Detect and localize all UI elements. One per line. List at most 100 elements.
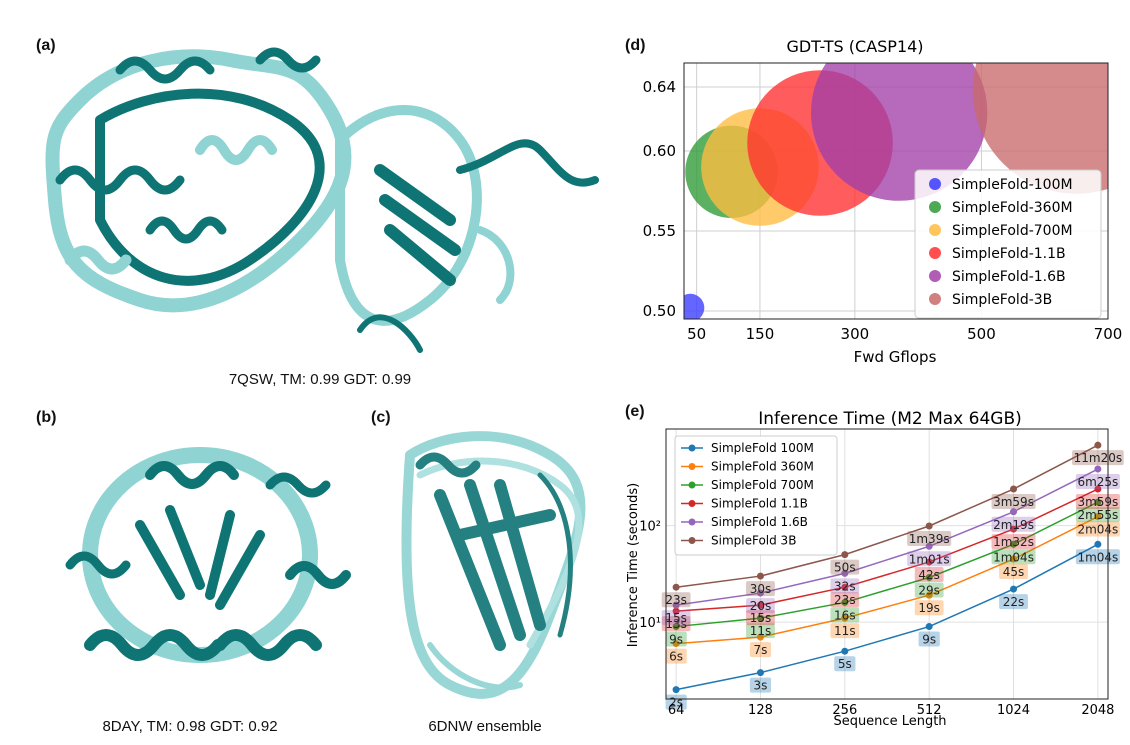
data-label: 30s xyxy=(750,582,772,596)
data-label-box xyxy=(746,610,775,626)
data-label: 23s xyxy=(834,593,856,607)
legend-box xyxy=(674,435,838,556)
data-label: 6s xyxy=(669,650,683,664)
data-label: 23s xyxy=(665,593,687,607)
data-label-box xyxy=(830,607,860,623)
data-label: 11s xyxy=(750,624,772,638)
series-point xyxy=(672,640,680,648)
data-label: 15s xyxy=(750,611,772,625)
x-tick-label: 700 xyxy=(1094,325,1123,343)
bubble-simplefold-1.6b xyxy=(810,63,988,201)
series-point xyxy=(925,573,933,581)
series-point xyxy=(1094,485,1102,493)
y-axis-label: Inference Time (seconds) xyxy=(626,483,641,647)
ticks: 50 150 300 500 700 0.50 0.55 0.60 0.64 xyxy=(643,78,1123,343)
series-point xyxy=(925,542,933,550)
legend-marker xyxy=(929,201,941,213)
data-label: 1m01s xyxy=(909,552,950,566)
legend-label: SimpleFold-360M xyxy=(952,200,1073,216)
chart-title: Inference Time (M2 Max 64GB) xyxy=(758,409,1021,429)
x-tick-label: 64 xyxy=(668,703,685,718)
series-line xyxy=(676,515,1099,645)
data-label: 1m39s xyxy=(909,532,950,546)
data-label: 6m25s xyxy=(1077,475,1118,489)
series-point xyxy=(1010,485,1018,493)
data-label-box xyxy=(665,694,687,710)
data-label: 42s xyxy=(918,568,940,582)
legend-label: SimpleFold 360M xyxy=(711,460,814,474)
legend-label: SimpleFold-3B xyxy=(952,292,1052,308)
series-line xyxy=(676,468,1099,606)
series-point xyxy=(1094,513,1102,521)
data-label: 2m55s xyxy=(1077,508,1118,522)
data-label: 50s xyxy=(834,561,856,575)
legend-label: SimpleFold 3B xyxy=(711,534,796,548)
series-point xyxy=(841,614,849,622)
legend-label: SimpleFold 1.6B xyxy=(711,515,808,529)
series-point xyxy=(1094,540,1102,548)
x-tick-label: 50 xyxy=(687,325,706,343)
data-label-box xyxy=(746,623,775,639)
panel-b-label: (b) xyxy=(36,409,57,426)
data-label-box xyxy=(918,631,940,647)
bubble-simplefold-3b xyxy=(972,63,1108,194)
panel-d-label: (d) xyxy=(625,37,646,54)
data-label-box xyxy=(665,631,687,647)
legend-marker xyxy=(688,537,696,544)
data-label-box xyxy=(746,598,775,614)
data-label-box xyxy=(999,564,1028,580)
ticks: 64 128 256 512 1024 2048 10¹ 10² xyxy=(639,520,1114,718)
legend-marker xyxy=(688,463,696,470)
data-label: 2m19s xyxy=(993,518,1034,532)
data-label: 9s xyxy=(669,633,683,647)
data-label-box xyxy=(1075,507,1120,523)
data-label-box xyxy=(991,494,1036,510)
data-label-box xyxy=(749,677,772,693)
series-line xyxy=(676,444,1099,588)
series-point xyxy=(672,623,680,631)
data-label-box xyxy=(914,566,944,582)
legend: SimpleFold 100M SimpleFold 360M SimpleFold… xyxy=(674,435,838,556)
data-label: 9s xyxy=(922,633,936,647)
legend-box xyxy=(914,169,1102,319)
series-point xyxy=(1010,525,1018,533)
series-point xyxy=(1010,555,1018,563)
chart-title: GDT-TS (CASP14) xyxy=(786,37,923,56)
data-label-box xyxy=(830,578,860,594)
plot-frame xyxy=(683,62,1109,320)
series-point xyxy=(1010,508,1018,516)
y-tick-label: 0.55 xyxy=(643,222,676,240)
data-label: 1m04s xyxy=(1077,550,1118,564)
bubbles xyxy=(684,63,1108,319)
series-point xyxy=(756,633,764,641)
protein-ensemble-6dnw xyxy=(401,431,586,699)
series-point xyxy=(756,601,764,609)
series-point xyxy=(672,601,680,609)
x-tick-label: 512 xyxy=(917,703,942,718)
series-point xyxy=(925,623,933,631)
data-label: 5s xyxy=(838,657,852,671)
data-label-box xyxy=(665,648,687,664)
series-point xyxy=(756,669,764,677)
data-label: 1m04s xyxy=(993,550,1034,564)
data-label-box xyxy=(830,592,860,608)
data-label-box xyxy=(999,594,1028,610)
data-label: 11m20s xyxy=(1074,451,1122,465)
data-label-box xyxy=(907,530,952,546)
legend-label: SimpleFold 700M xyxy=(711,478,814,492)
data-label-box xyxy=(1072,450,1124,466)
legend-label: SimpleFold-700M xyxy=(952,223,1073,239)
x-tick-label: 128 xyxy=(748,703,773,718)
data-label: 3m59s xyxy=(1077,495,1118,509)
y-tick-label: 0.60 xyxy=(643,142,676,160)
legend-label: SimpleFold 1.1B xyxy=(711,497,808,511)
panel-c-caption: 6DNW ensemble xyxy=(428,718,542,735)
legend-label: SimpleFold 100M xyxy=(711,441,814,455)
y-tick-label: 10² xyxy=(639,520,661,535)
series-point xyxy=(672,607,680,615)
series-point xyxy=(925,591,933,599)
series-point xyxy=(841,569,849,577)
series-point xyxy=(925,522,933,530)
